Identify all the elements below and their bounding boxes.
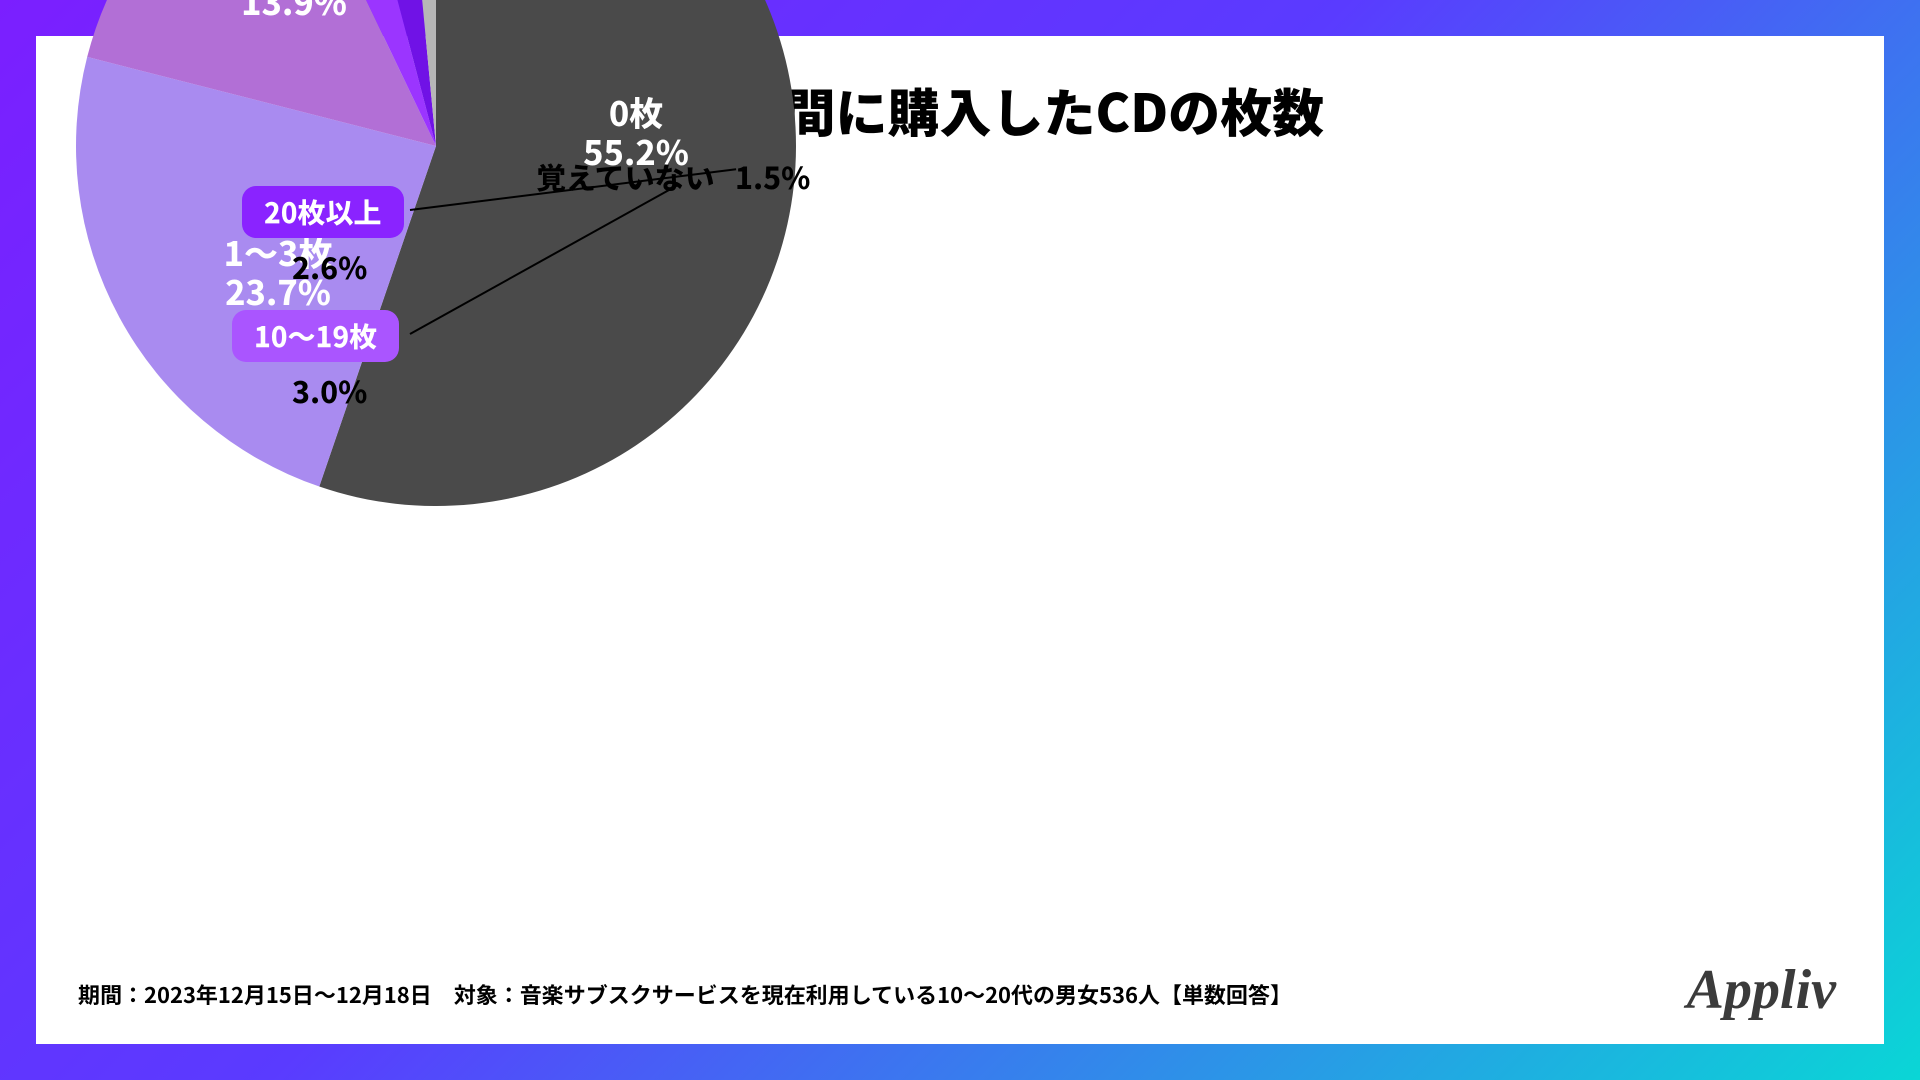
badge-10to19: 10〜19枚 [232, 310, 399, 362]
pie-slice-label: 4〜9枚13.9% [240, 0, 349, 25]
ext-label-unknown-pct: 1.5% [735, 154, 810, 198]
card: 過去1年間に購入したCDの枚数 0枚55.2%1〜3枚23.7%4〜9枚13.9… [36, 36, 1884, 1044]
brand-logo: Appliv [1687, 958, 1836, 1022]
ext-label-unknown-text: 覚えていない [536, 154, 715, 198]
pie-chart: 0枚55.2%1〜3枚23.7%4〜9枚13.9% [76, 0, 796, 506]
ext-label-unknown: 覚えていない 1.5% [536, 154, 810, 198]
badge-10to19-pct: 3.0% [292, 368, 367, 412]
badge-20plus-pct: 2.6% [292, 244, 367, 288]
badge-20plus: 20枚以上 [242, 186, 404, 238]
pie-svg: 0枚55.2%1〜3枚23.7%4〜9枚13.9% [76, 0, 796, 506]
footer-note: 期間：2023年12月15日〜12月18日 対象：音楽サブスクサービスを現在利用… [78, 978, 1292, 1010]
